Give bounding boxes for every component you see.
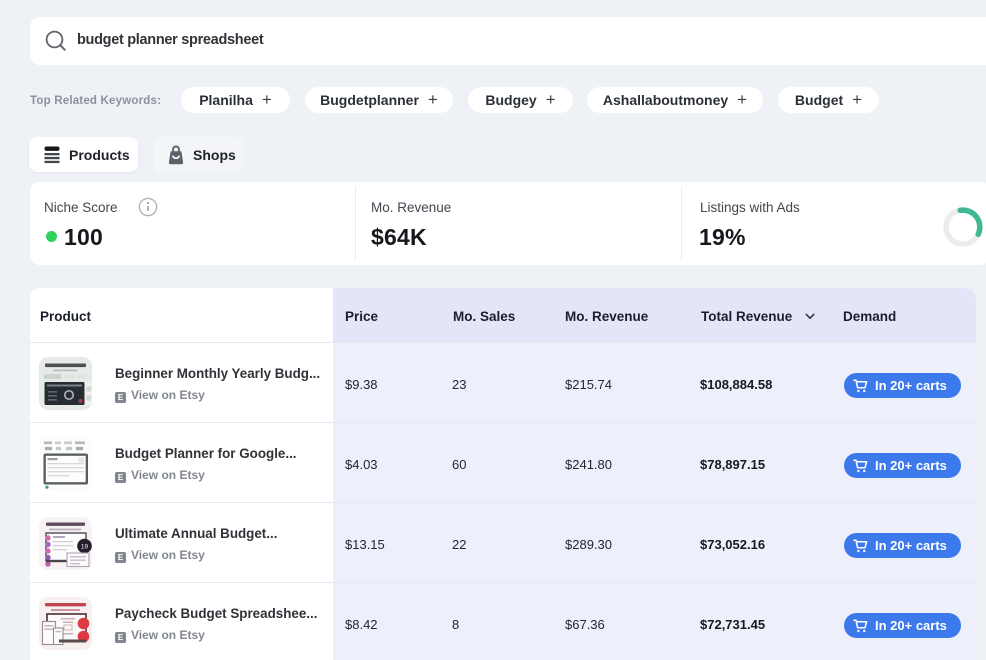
svg-text:19: 19 (81, 544, 89, 551)
